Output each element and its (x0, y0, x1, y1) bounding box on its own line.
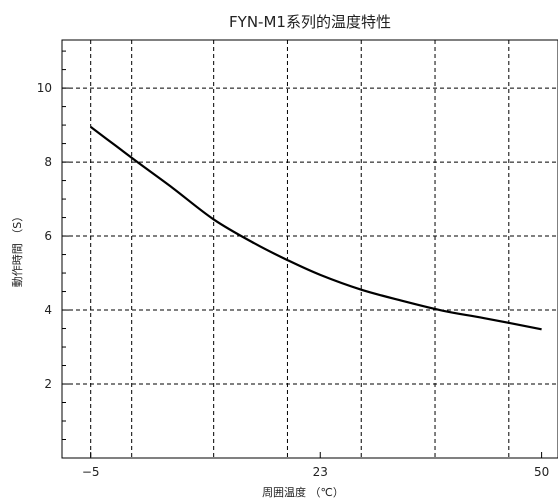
x-tick-label-1: 23 (313, 465, 328, 479)
chart-title: FYN-M1系列的温度特性 (229, 13, 391, 31)
y-tick-label-4: 10 (37, 81, 52, 95)
x-axis: −5 23 50 (82, 452, 549, 479)
plot-frame (61, 39, 558, 459)
x-axis-label: 周囲温度 （℃） (262, 485, 344, 499)
x-tick-label-2: 50 (534, 465, 549, 479)
grid (62, 40, 558, 458)
y-axis-label: 動作時間 （S） (10, 211, 24, 287)
x-tick-label-0: −5 (82, 465, 100, 479)
y-tick-label-2: 6 (44, 229, 52, 243)
series-line-0 (90, 126, 542, 331)
series-layer (90, 126, 542, 331)
y-tick-label-1: 4 (44, 303, 52, 317)
y-axis: 2 4 6 8 10 (37, 50, 69, 441)
y-tick-label-0: 2 (44, 377, 52, 391)
y-tick-label-3: 8 (44, 155, 52, 169)
